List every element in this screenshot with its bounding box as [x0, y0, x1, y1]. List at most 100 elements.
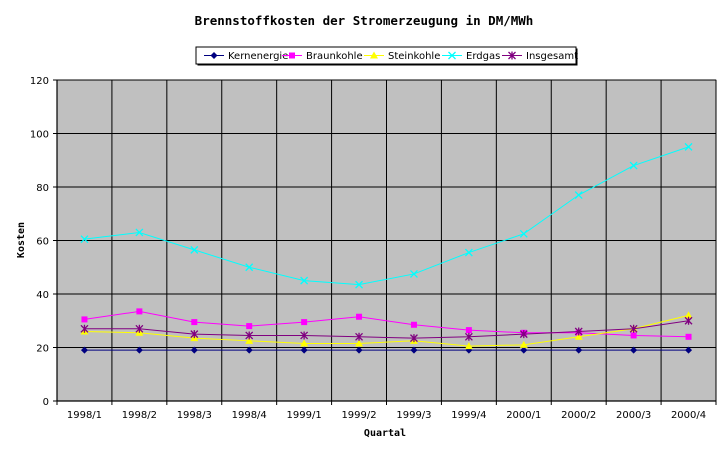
- data-point: [409, 334, 418, 343]
- y-tick-label: 40: [36, 290, 49, 301]
- data-point: [464, 342, 473, 350]
- data-point: [465, 327, 472, 334]
- series-line: [84, 146, 689, 286]
- series-line: [84, 314, 689, 347]
- data-point: [355, 346, 363, 354]
- x-tick-label: 2000/4: [671, 410, 706, 421]
- x-tick-label: 1999/2: [341, 410, 376, 421]
- series-kernenergie: [80, 346, 693, 354]
- data-point: [519, 340, 528, 348]
- y-tick-label: 120: [30, 76, 49, 87]
- data-point: [519, 330, 528, 339]
- legend-marker: [289, 52, 295, 59]
- legend-label: Erdgas: [466, 51, 500, 62]
- legend-label: Insgesamt: [526, 51, 578, 62]
- data-point: [684, 142, 693, 151]
- x-tick-label: 2000/1: [506, 410, 541, 421]
- data-point: [464, 248, 473, 257]
- x-tick-label: 2000/3: [616, 410, 651, 421]
- legend-item-kernenergie: Kernenergie: [204, 51, 288, 62]
- data-point: [410, 321, 417, 328]
- data-point: [355, 332, 364, 341]
- chart-title: Brennstoffkosten der Stromerzeugung in D…: [195, 13, 534, 28]
- x-tick-label: 1998/3: [177, 410, 212, 421]
- data-point: [245, 336, 254, 344]
- x-tick-label: 1998/1: [67, 410, 102, 421]
- data-point: [630, 332, 637, 339]
- data-point: [574, 327, 583, 336]
- data-point: [355, 280, 364, 289]
- series-line: [84, 320, 689, 339]
- data-point: [300, 276, 309, 285]
- y-tick-label: 20: [36, 344, 49, 355]
- x-tick-label: 1999/4: [451, 410, 486, 421]
- data-point: [190, 346, 198, 354]
- legend-box: [195, 46, 577, 65]
- legend-marker: [210, 52, 218, 59]
- legend-label: Kernenergie: [228, 51, 288, 62]
- x-tick-label: 2000/2: [561, 410, 596, 421]
- data-point: [190, 245, 199, 254]
- y-axis-ticks: 0 20 40 60 80 100 120: [30, 76, 58, 408]
- data-point: [301, 319, 308, 326]
- x-axis-label: Quartal: [364, 428, 406, 439]
- data-point: [629, 161, 638, 170]
- series-erdgas: [80, 142, 693, 289]
- x-tick-label: 1999/3: [396, 410, 431, 421]
- data-point: [300, 339, 309, 347]
- legend-marker: [508, 51, 516, 60]
- data-point: [135, 228, 144, 237]
- data-point: [191, 319, 198, 326]
- data-point: [245, 346, 253, 354]
- data-point: [684, 316, 693, 325]
- data-point: [464, 332, 473, 341]
- legend-label: Braunkohle: [306, 51, 363, 62]
- data-point: [190, 330, 199, 339]
- legend-item-braunkohle: Braunkohle: [282, 51, 363, 62]
- data-point: [520, 346, 528, 354]
- data-point: [245, 331, 254, 340]
- data-point: [81, 316, 88, 323]
- legend-label: Steinkohle: [388, 51, 440, 62]
- data-point: [575, 346, 583, 354]
- series-line: [84, 310, 689, 338]
- data-point: [355, 339, 364, 347]
- data-point: [245, 263, 254, 272]
- y-axis-label: Kosten: [16, 222, 27, 258]
- legend-marker: [448, 51, 456, 60]
- legend-item-insgesamt: Insgesamt: [502, 51, 578, 62]
- data-point: [135, 324, 144, 333]
- y-tick-label: 60: [36, 237, 49, 248]
- data-point: [246, 323, 253, 330]
- data-point: [356, 313, 363, 320]
- data-point: [629, 324, 638, 333]
- x-axis-ticks: 1998/1 1998/2 1998/3 1998/4 1999/1 1999/2 1999…: [56, 400, 717, 421]
- series-layer: [80, 142, 693, 354]
- legend-marker: [370, 51, 378, 59]
- data-point: [135, 346, 143, 354]
- x-tick-label: 1998/2: [122, 410, 157, 421]
- y-tick-label: 100: [30, 130, 49, 141]
- data-point: [410, 346, 418, 354]
- data-point: [300, 331, 309, 340]
- data-point: [574, 332, 583, 340]
- x-tick-label: 1998/4: [232, 410, 267, 421]
- legend-item-steinkohle: Steinkohle: [364, 51, 440, 62]
- legend: Kernenergie Braunkohle Steinkohle Erdgas Ins…: [195, 46, 578, 66]
- data-point: [630, 346, 638, 354]
- series-insgesamt: [80, 316, 693, 343]
- data-point: [136, 308, 143, 315]
- data-point: [685, 333, 692, 340]
- data-point: [574, 191, 583, 199]
- data-point: [685, 346, 693, 354]
- x-tick-label: 1999/1: [287, 410, 322, 421]
- data-point: [684, 311, 693, 319]
- data-point: [300, 346, 308, 354]
- data-point: [519, 229, 528, 238]
- data-point: [80, 346, 88, 354]
- y-tick-label: 0: [43, 397, 49, 408]
- data-point: [409, 269, 418, 278]
- data-point: [80, 235, 89, 244]
- legend-item-erdgas: Erdgas: [442, 51, 500, 62]
